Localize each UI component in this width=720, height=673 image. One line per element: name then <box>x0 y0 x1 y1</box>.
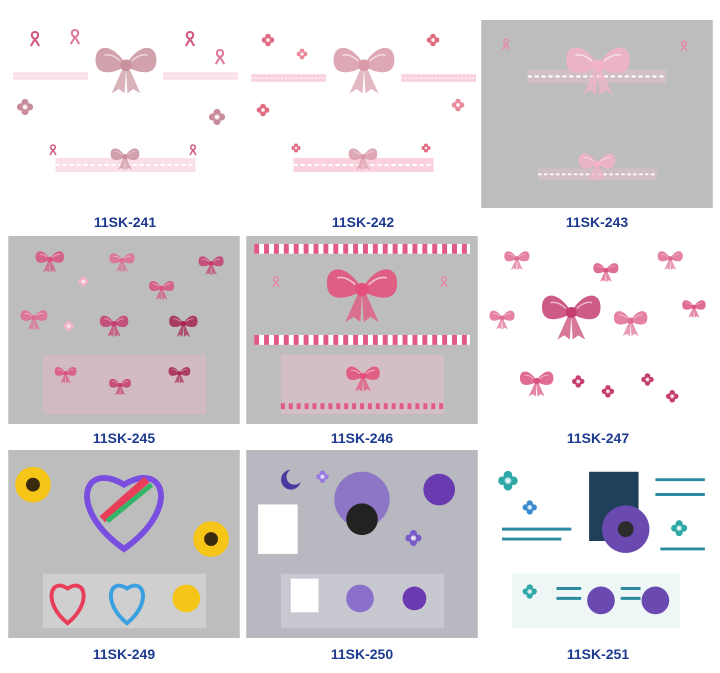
product-image[interactable] <box>481 236 715 424</box>
product-code: 11SK-251 <box>566 646 630 662</box>
product-code: 11SK-247 <box>566 430 630 446</box>
artwork <box>8 236 240 424</box>
product-code: 11SK-250 <box>330 646 394 662</box>
product-image[interactable] <box>8 18 242 208</box>
product-image[interactable] <box>7 236 241 424</box>
product-image[interactable] <box>245 236 479 424</box>
artwork <box>246 450 478 638</box>
product-code: 11SK-249 <box>92 646 156 662</box>
artwork <box>8 18 242 208</box>
artwork <box>481 20 713 208</box>
product-code: 11SK-246 <box>330 430 394 446</box>
product-code: 11SK-245 <box>92 430 156 446</box>
artwork <box>246 18 480 208</box>
product-code: 11SK-243 <box>565 214 629 230</box>
artwork <box>482 236 714 424</box>
product-code: 11SK-241 <box>93 214 157 230</box>
product-image[interactable] <box>481 450 715 638</box>
product-image[interactable] <box>7 450 241 638</box>
artwork <box>246 236 478 424</box>
product-image[interactable] <box>480 20 714 208</box>
artwork <box>482 450 714 638</box>
product-image[interactable] <box>246 18 480 208</box>
product-code: 11SK-242 <box>331 214 395 230</box>
artwork <box>8 450 240 638</box>
product-image[interactable] <box>245 450 479 638</box>
